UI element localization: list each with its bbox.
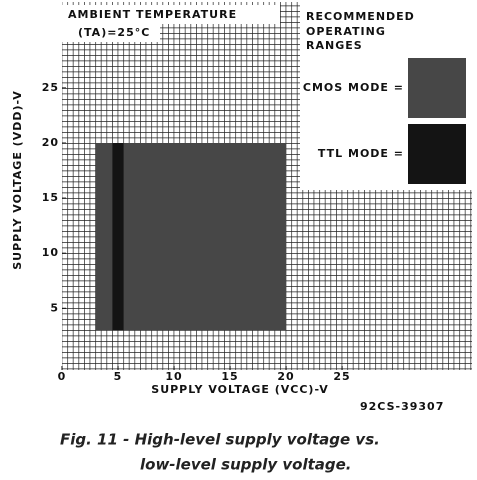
x-tick-label: 20 <box>277 370 294 383</box>
y-tick-label: 25 <box>42 81 59 94</box>
legend-title: RECOMMENDED <box>306 10 415 23</box>
legend-swatch <box>408 58 466 118</box>
region <box>112 143 124 331</box>
x-tick-label: 25 <box>333 370 350 383</box>
x-axis-label: SUPPLY VOLTAGE (VCC)-V <box>151 383 328 396</box>
y-tick-label: 15 <box>42 191 59 204</box>
x-tick-label: 10 <box>165 370 182 383</box>
caption: low-level supply voltage. <box>140 456 352 474</box>
y-axis-label: SUPPLY VOLTAGE (VDD)-V <box>11 90 24 270</box>
caption: Fig. 11 - High-level supply voltage vs. <box>60 431 380 449</box>
y-tick-label: 10 <box>42 246 59 259</box>
x-tick-label: 0 <box>58 370 67 383</box>
legend-title: OPERATING <box>306 25 386 38</box>
figure-code: 92CS-39307 <box>360 400 444 413</box>
region <box>95 143 287 331</box>
y-tick-label: 5 <box>50 301 59 314</box>
x-tick-label: 5 <box>114 370 123 383</box>
x-tick-label: 15 <box>221 370 238 383</box>
legend-label: CMOS MODE = <box>303 81 404 94</box>
legend-swatch <box>408 124 466 184</box>
annotation: (TA)=25°C <box>78 26 150 39</box>
legend-title: RANGES <box>306 39 363 52</box>
y-tick-label: 20 <box>42 136 59 149</box>
annotation-box <box>62 24 160 42</box>
legend-label: TTL MODE = <box>318 147 404 160</box>
annotation: AMBIENT TEMPERATURE <box>68 8 237 21</box>
annotation-box <box>62 5 280 24</box>
